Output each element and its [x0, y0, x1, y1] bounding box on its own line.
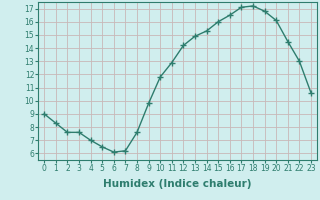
X-axis label: Humidex (Indice chaleur): Humidex (Indice chaleur) — [103, 179, 252, 189]
